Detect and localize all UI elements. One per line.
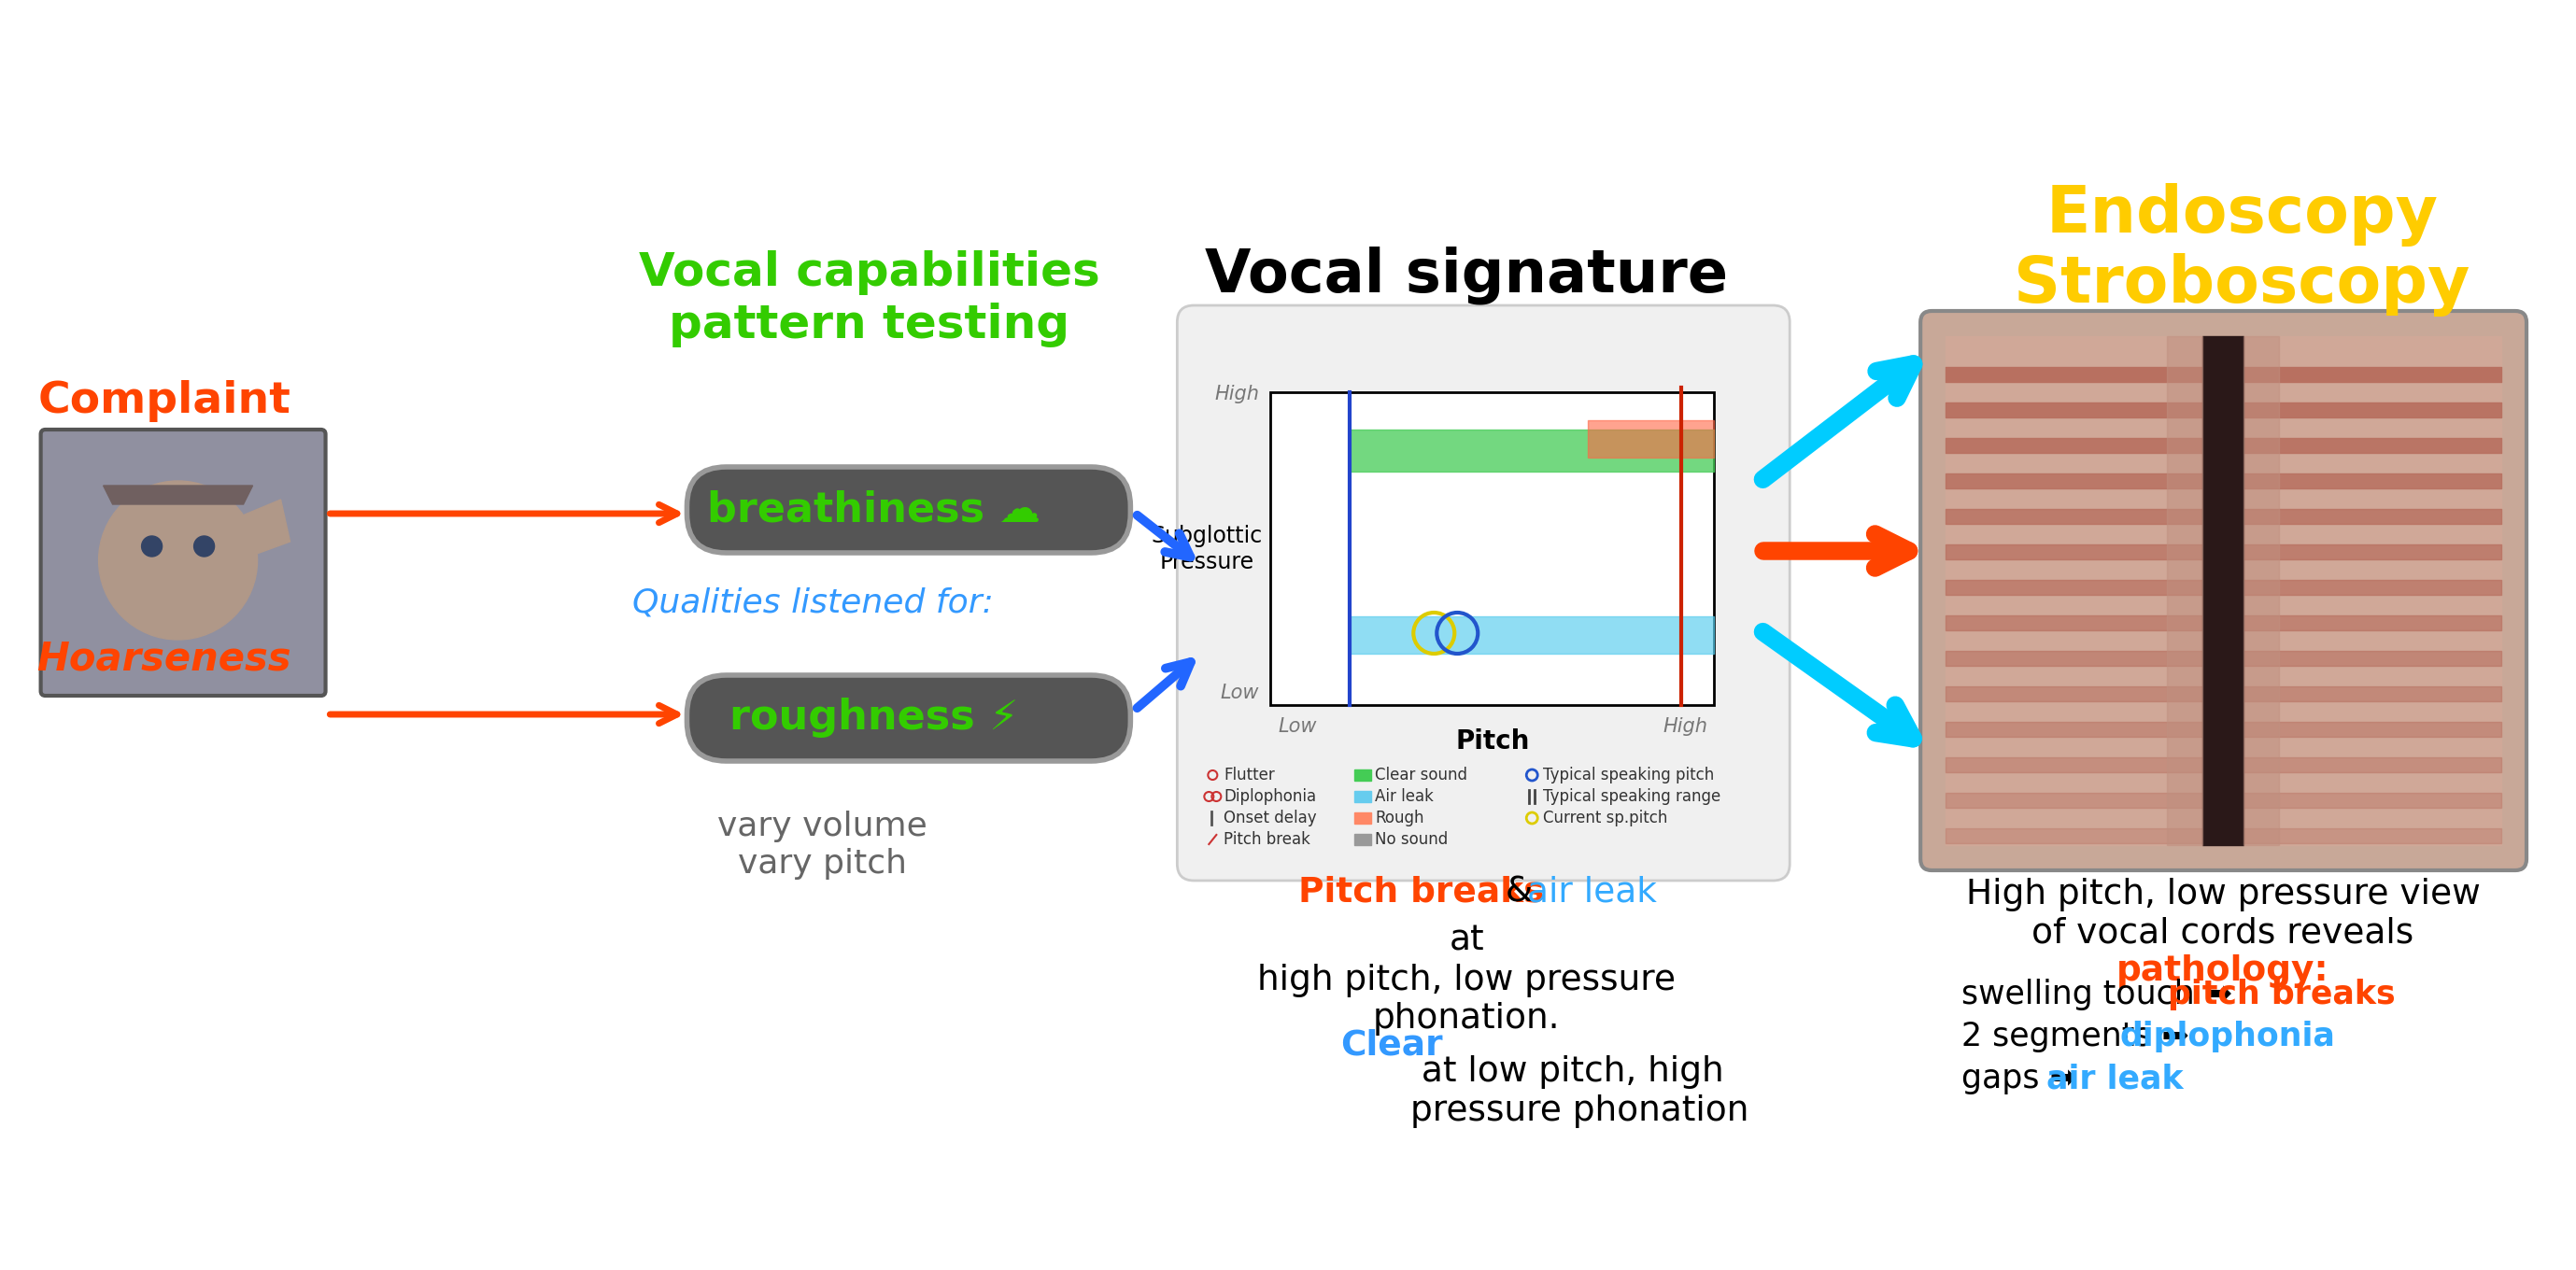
Text: High: High [1662,718,1708,735]
Text: Air leak: Air leak [1376,789,1435,805]
Text: Diplophonia: Diplophonia [1224,789,1316,805]
Polygon shape [2244,337,2280,845]
Text: Pitch: Pitch [1455,729,1530,754]
Text: breathiness ☁: breathiness ☁ [706,490,1041,530]
FancyBboxPatch shape [41,429,325,696]
Bar [1355,791,1370,803]
Text: diplophonia: diplophonia [2120,1021,2334,1053]
Text: High: High [1213,385,1260,404]
Polygon shape [224,499,291,560]
Text: Clear sound: Clear sound [1376,767,1468,784]
Text: Hoarseness: Hoarseness [36,639,291,678]
Text: Vocal capabilities
pattern testing: Vocal capabilities pattern testing [639,250,1100,347]
Polygon shape [2202,337,2244,845]
FancyBboxPatch shape [1922,311,2527,870]
FancyBboxPatch shape [1270,392,1713,705]
Text: pitch breaks: pitch breaks [2169,979,2396,1011]
FancyBboxPatch shape [1177,305,1790,880]
Polygon shape [2166,337,2202,845]
Text: No sound: No sound [1376,831,1448,848]
Bar [1355,770,1370,781]
Circle shape [193,536,214,556]
Text: Low: Low [1221,683,1260,702]
Circle shape [98,481,258,640]
Text: Clear: Clear [1340,1029,1443,1063]
Text: swelling touch ➡: swelling touch ➡ [1960,979,2244,1011]
Polygon shape [1945,337,2501,845]
Text: Pitch break: Pitch break [1224,831,1311,848]
Text: at
high pitch, low pressure
phonation.: at high pitch, low pressure phonation. [1257,925,1677,1036]
Text: Low: Low [1278,718,1316,735]
Text: Current sp.pitch: Current sp.pitch [1543,810,1667,827]
Text: Vocal signature: Vocal signature [1206,246,1728,305]
Text: air leak: air leak [1528,875,1656,908]
Text: Rough: Rough [1376,810,1425,827]
Text: Complaint: Complaint [39,381,291,423]
FancyBboxPatch shape [688,467,1131,552]
Text: at low pitch, high
pressure phonation: at low pitch, high pressure phonation [1412,1055,1749,1128]
Text: 2 segments ➡: 2 segments ➡ [1960,1021,2200,1053]
Polygon shape [103,485,252,504]
Text: Subglottic
Pressure: Subglottic Pressure [1151,525,1262,573]
FancyBboxPatch shape [688,676,1131,761]
Text: Endoscopy: Endoscopy [2045,183,2437,246]
Text: air leak: air leak [2045,1063,2184,1095]
Text: Onset delay: Onset delay [1224,810,1316,827]
Text: High pitch, low pressure view
of vocal cords reveals: High pitch, low pressure view of vocal c… [1965,878,2481,950]
Bar [1355,813,1370,824]
Text: Typical speaking range: Typical speaking range [1543,789,1721,805]
Text: pathology:: pathology: [2117,954,2329,988]
Text: gaps ➡: gaps ➡ [1960,1063,2087,1095]
Text: &: & [1494,875,1543,908]
Bar [1355,834,1370,845]
Text: vary volume
vary pitch: vary volume vary pitch [716,810,927,879]
Text: Pitch breaks: Pitch breaks [1298,875,1546,908]
Text: Stroboscopy: Stroboscopy [2014,253,2470,316]
Text: Flutter: Flutter [1224,767,1275,784]
Circle shape [142,536,162,556]
Text: Typical speaking pitch: Typical speaking pitch [1543,767,1716,784]
Text: roughness ⚡: roughness ⚡ [729,699,1018,738]
Text: Qualities listened for:: Qualities listened for: [631,587,994,618]
